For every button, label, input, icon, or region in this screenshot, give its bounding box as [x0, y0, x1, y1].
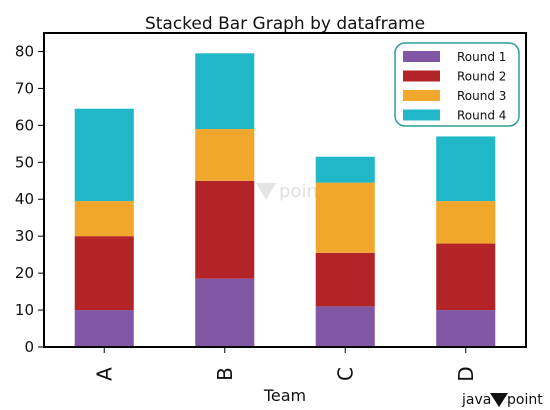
legend-label: Round 4 — [457, 109, 506, 123]
legend: Round 1 Round 2 Round 3 Round 4 — [394, 42, 520, 127]
watermark: point — [256, 181, 325, 202]
bar-segment-a-1 — [74, 310, 134, 347]
watermark-logo — [256, 183, 276, 200]
x-axis-label: Team — [263, 386, 306, 405]
bar-segment-c-1 — [315, 306, 375, 347]
bar-segment-c-2 — [315, 252, 375, 307]
y-tick-label: 80 — [15, 42, 34, 60]
x-tick-label: A — [92, 367, 116, 381]
y-tick-label: 60 — [15, 116, 34, 134]
bar-segment-c-4 — [315, 156, 375, 183]
legend-box — [394, 42, 520, 127]
bar-segment-d-3 — [436, 201, 496, 244]
x-tick-label: D — [454, 366, 478, 381]
brand-logo-icon — [490, 393, 508, 407]
brand-logo: java point — [461, 392, 543, 408]
bar-segment-b-2 — [195, 180, 255, 279]
x-tick-label: C — [333, 367, 357, 381]
legend-label: Round 2 — [457, 70, 506, 84]
bar-segment-d-2 — [436, 243, 496, 311]
bar-segment-c-3 — [315, 182, 375, 253]
legend-swatch — [403, 90, 440, 101]
bar-segment-b-1 — [195, 278, 255, 347]
brand-prefix: java — [461, 392, 491, 408]
y-tick-label: 40 — [15, 190, 34, 208]
y-tick-label: 70 — [15, 79, 34, 97]
y-tick-label: 10 — [15, 301, 34, 319]
y-tick-label: 30 — [15, 227, 34, 245]
plot-frame — [43, 32, 527, 348]
legend-swatch — [403, 51, 440, 62]
y-tick-label: 0 — [24, 338, 34, 356]
bar-segment-d-4 — [436, 136, 496, 202]
x-tick-label: B — [213, 367, 237, 381]
bar-segment-a-4 — [74, 108, 134, 202]
bar-segment-a-3 — [74, 201, 134, 237]
bar-segment-b-3 — [195, 129, 255, 181]
legend-swatch — [403, 109, 440, 121]
legend-swatch — [403, 70, 440, 82]
plot-area: 0 10 20 30 40 50 60 70 80 A B C D — [15, 42, 496, 382]
bar-segment-a-2 — [74, 236, 134, 311]
y-tick-label: 50 — [15, 153, 34, 171]
bar-segment-b-4 — [195, 53, 255, 130]
watermark-text: point — [279, 181, 325, 202]
chart-title: Stacked Bar Graph by dataframe — [145, 14, 425, 34]
legend-label: Round 3 — [457, 89, 506, 103]
legend-label: Round 1 — [457, 50, 506, 64]
bar-segment-d-1 — [436, 310, 496, 347]
brand-suffix: point — [507, 392, 543, 408]
y-tick-label: 20 — [15, 264, 34, 282]
